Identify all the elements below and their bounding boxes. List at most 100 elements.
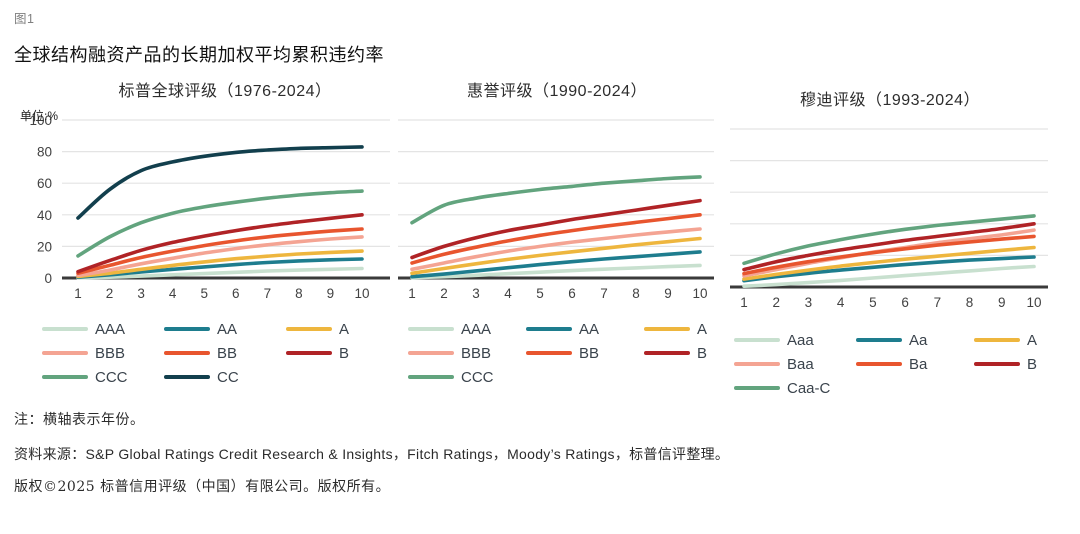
legend-swatch [408,326,454,332]
x-axis-tick-label: 8 [295,286,303,301]
x-axis-tick-label: 3 [805,295,813,310]
charts-area: 单位:% 标普全球评级（1976-2024） 100 80 60 40 20 0 1 2 3 4 5… [14,81,1064,397]
x-axis-tick-label: 6 [568,286,576,301]
series-line-aa [76,257,364,279]
legend-swatch [164,326,210,332]
legend-label: Aa [909,331,928,349]
chart-moodys: 1 2 3 4 5 6 7 8 9 10 [730,116,1050,316]
legend-item-bbb: BBB [408,344,516,362]
x-axis-tick-label: 7 [600,286,608,301]
legend-label: BBB [95,344,126,362]
x-axis-tick-label: 1 [408,286,416,301]
x-axis-tick-label: 2 [772,295,780,310]
legend-item-ccc: CCC [408,368,516,386]
legend-swatch [164,350,210,356]
legend-item-aaa: Aaa [734,331,846,349]
legend-label: AAA [95,320,126,338]
series-line-b [410,198,702,260]
legend-label: CCC [95,368,128,386]
legend-label: BB [217,344,238,362]
series-line-aaa [410,263,702,280]
legend-label: B [339,344,350,362]
series-line-b [742,222,1036,272]
legend-item-bb: BB [526,344,634,362]
legend-swatch [734,337,780,343]
legend-item-aaa: AAA [408,320,516,338]
legend-swatch [286,326,332,332]
legend-swatch [644,326,690,332]
series-line-bb [410,213,702,265]
footnote-source: 资料来源：S&P Global Ratings Credit Research … [14,446,730,462]
legend-label: Caa-C [787,379,831,397]
series-line-bbb [76,235,364,278]
legend-item-cc: CC [164,368,276,386]
x-axis-tick-label: 9 [664,286,672,301]
legend-item-a: A [644,320,730,338]
legend-item-baa: Baa [734,355,846,373]
legend-label: BB [579,344,600,362]
legend-sp: AAA AA A BBB BB B CCC CC [42,320,392,386]
panel-moodys: 穆迪评级（1993-2024） 1 2 3 4 5 6 7 8 9 10 Aaa Aa A Baa Ba B… [730,90,1050,397]
y-axis-tick-label: 60 [37,176,52,191]
legend-item-aa: AA [526,320,634,338]
x-axis-tick-label: 2 [440,286,448,301]
legend-label: Baa [787,355,814,373]
panel-fitch: 惠誉评级（1990-2024） 1 2 3 4 5 6 7 8 9 10 AAA AA A BBB BB B… [398,81,716,386]
series-line-ccc [76,189,364,258]
x-axis-tick-label: 7 [934,295,942,310]
legend-item-ba: Ba [856,355,964,373]
series-line-a [742,245,1036,281]
legend-swatch [42,326,88,332]
legend-swatch [164,374,210,380]
x-axis-tick-label: 5 [200,286,208,301]
footnote-copyright: 版权©2025 标普信用评级（中国）有限公司。版权所有。 [14,479,391,495]
legend-label: A [1027,331,1038,349]
y-axis-tick-label: 20 [37,239,52,254]
series-line-bbb [410,227,702,272]
panel-title-moodys: 穆迪评级（1993-2024） [799,92,981,109]
x-axis-tick-label: 10 [1026,295,1041,310]
x-axis-tick-label: 6 [901,295,909,310]
legend-label: B [1027,355,1038,373]
chart-sp: 100 80 60 40 20 0 1 2 3 4 5 6 7 8 9 10 [14,107,392,307]
legend-swatch [734,361,780,367]
series-line-cc [76,145,364,220]
legend-item-bb: BB [164,344,276,362]
x-axis-tick-label: 2 [106,286,114,301]
legend-swatch [974,337,1020,343]
x-axis-tick-label: 5 [536,286,544,301]
legend-swatch [526,350,572,356]
y-axis-tick-label: 40 [37,208,52,223]
footnotes: 注：横轴表示年份。 资料来源：S&P Global Ratings Credit… [14,409,1064,496]
y-axis-tick-label: 100 [29,113,52,128]
chart-svg-2: 1 2 3 4 5 6 7 8 9 10 [730,128,1048,310]
x-axis-tick-label: 4 [837,295,845,310]
x-axis-tick-label: 1 [74,286,82,301]
legend-item-bbb: BBB [42,344,154,362]
series-line-ba [742,234,1036,276]
chart-fitch: 1 2 3 4 5 6 7 8 9 10 [398,107,716,307]
x-axis-tick-label: 1 [740,295,748,310]
legend-label: A [697,320,708,338]
y-axis-tick-label: 80 [37,145,52,160]
series-line-ccc [410,175,702,225]
x-axis-tick-label: 3 [472,286,480,301]
page-title: 全球结构融资产品的长期加权平均累积违约率 [14,45,384,66]
legend-item-b: B [286,344,386,362]
x-axis-tick-label: 9 [327,286,335,301]
x-axis-tick-label: 10 [354,286,369,301]
x-axis-tick-label: 4 [169,286,177,301]
legend-label: A [339,320,350,338]
legend-item-a: A [286,320,386,338]
series-line-a [76,249,364,279]
x-axis-tick-label: 3 [137,286,145,301]
y-axis-tick-label: 0 [44,271,52,286]
series-line-aaa [742,264,1036,288]
legend-swatch [42,374,88,380]
series-line-aa [742,255,1036,283]
legend-swatch [856,361,902,367]
legend-item-a: A [974,331,1064,349]
legend-label: AAA [461,320,492,338]
legend-label: AA [579,320,600,338]
legend-swatch [974,361,1020,367]
